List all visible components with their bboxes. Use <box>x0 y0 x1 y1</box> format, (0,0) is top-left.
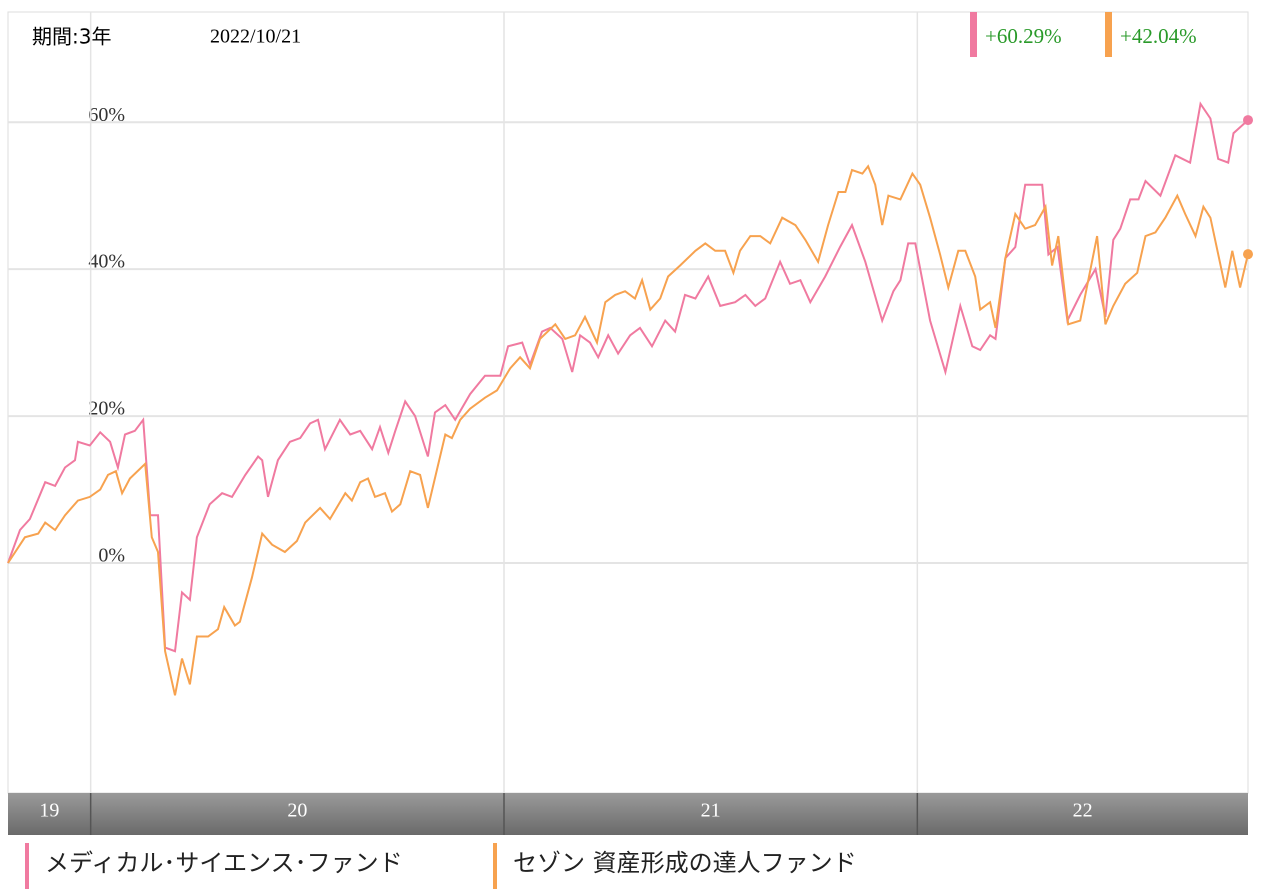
legend-label: メディカル･サイエンス･ファンド <box>45 849 403 877</box>
x-tick-label: 19 <box>39 800 59 822</box>
date: 2022/10/21 <box>210 26 301 48</box>
plot-area <box>7 11 1249 794</box>
y-tick-label: 60% <box>88 104 125 126</box>
y-tick-label: 0% <box>98 545 125 567</box>
end-point <box>1243 115 1253 126</box>
legend-swatch <box>970 12 977 57</box>
period: 期間:3年 <box>32 25 111 49</box>
x-tick-label: 20 <box>287 800 307 822</box>
y-tick-label: 40% <box>88 251 125 273</box>
legend-swatch <box>493 843 497 889</box>
x-tick-label: 22 <box>1073 800 1093 822</box>
year-band <box>8 793 1248 835</box>
end-point <box>1243 249 1253 260</box>
legend-swatch <box>25 843 29 889</box>
legend-swatch <box>1105 12 1112 57</box>
series-line <box>7 101 1249 653</box>
x-tick-label: 21 <box>701 800 721 822</box>
end-label: +60.29% <box>985 24 1062 48</box>
end-label: +42.04% <box>1120 24 1197 48</box>
legend-label: セゾン 資産形成の達人ファンド <box>513 849 857 877</box>
series-line <box>7 164 1249 696</box>
y-tick-label: 20% <box>88 398 125 420</box>
